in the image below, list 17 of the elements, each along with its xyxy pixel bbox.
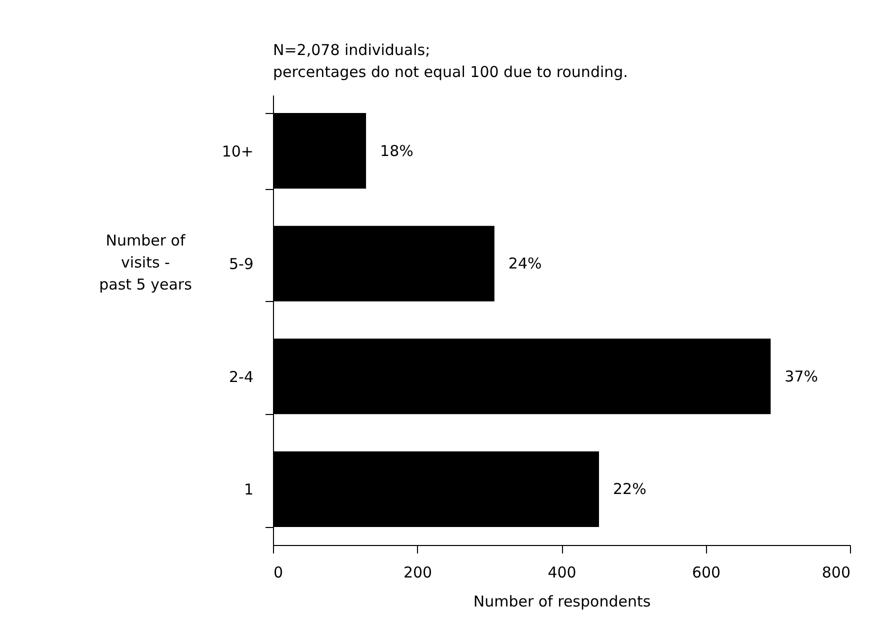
x-tick-label: 800 xyxy=(822,564,850,582)
text: percentages do not equal 100 due to rounding. xyxy=(273,63,628,81)
y-tick-label: 1 xyxy=(244,480,254,499)
annotation: 24% xyxy=(508,254,542,273)
text: N=2,078 individuals; xyxy=(273,41,430,59)
y-tick-label: 10+ xyxy=(222,142,254,160)
y-axis-title: Number of visits - past 5 years xyxy=(99,232,192,294)
x-tick-label: 200 xyxy=(403,564,432,582)
x-tick-label: 400 xyxy=(548,564,576,582)
x-tick-label: 0 xyxy=(274,564,284,582)
annotation: 18% xyxy=(380,142,414,160)
y-tick-label: 2-4 xyxy=(229,368,254,386)
annotation: 37% xyxy=(784,367,818,386)
x-tick-label: 600 xyxy=(692,564,721,582)
x-axis-title: Number of respondents xyxy=(473,592,651,610)
annotation: 22% xyxy=(613,480,646,498)
y-tick-label: 5-9 xyxy=(229,255,254,274)
